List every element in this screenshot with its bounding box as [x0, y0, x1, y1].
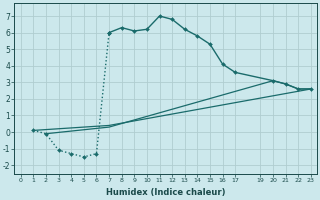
X-axis label: Humidex (Indice chaleur): Humidex (Indice chaleur)	[106, 188, 226, 197]
